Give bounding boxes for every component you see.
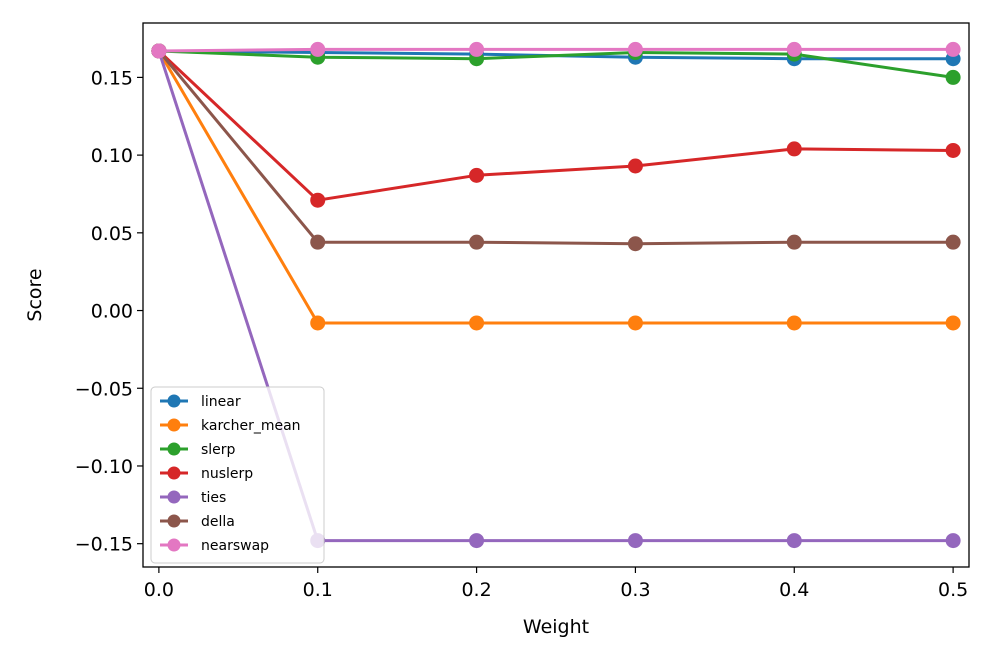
- legend-item-della: della: [160, 514, 235, 530]
- series-line: [158, 49, 954, 79]
- data-point: [469, 234, 485, 250]
- series-line: [157, 50, 954, 246]
- data-point: [469, 41, 485, 57]
- data-point: [627, 533, 643, 549]
- data-point: [310, 234, 326, 250]
- x-axis-ticks: 0.0 0.1 0.2 0.3 0.4 0.5: [144, 567, 968, 601]
- data-point: [786, 141, 802, 157]
- legend-label: della: [201, 514, 235, 530]
- data-point: [469, 533, 485, 549]
- data-point: [469, 315, 485, 331]
- y-axis-ticks: 0.15 0.10 0.05 0.00 −0.05 −0.10 −0.15: [75, 67, 143, 556]
- y-tick-label: 0.10: [91, 145, 133, 167]
- legend-marker: [167, 538, 181, 552]
- y-tick-label: −0.10: [75, 456, 133, 478]
- data-point: [469, 167, 485, 183]
- x-tick-label: 0.1: [303, 579, 333, 601]
- y-tick-label: −0.05: [75, 378, 133, 400]
- data-point: [786, 533, 802, 549]
- legend-label: slerp: [201, 442, 236, 458]
- y-tick-label: −0.15: [75, 534, 133, 556]
- series-line: [157, 50, 954, 325]
- series-layer: [151, 41, 961, 549]
- legend-item-slerp: slerp: [160, 442, 236, 458]
- data-point: [310, 192, 326, 208]
- legend-box: [150, 386, 325, 564]
- legend-label: ties: [201, 490, 226, 506]
- data-point: [310, 315, 326, 331]
- series-nearswap: [151, 41, 961, 59]
- data-point: [945, 41, 961, 57]
- series-line: [158, 47, 954, 53]
- data-point: [945, 142, 961, 158]
- x-tick-label: 0.3: [620, 579, 650, 601]
- plot-frame: [142, 22, 970, 568]
- legend-marker: [167, 394, 181, 408]
- y-tick-label: 0.15: [91, 67, 133, 89]
- x-tick-label: 0.2: [461, 579, 491, 601]
- y-axis-title: Score: [24, 268, 46, 321]
- data-point: [786, 234, 802, 250]
- x-axis-title: Weight: [523, 616, 589, 638]
- series-della: [151, 43, 961, 252]
- data-point: [945, 69, 961, 85]
- legend-item-nuslerp: nuslerp: [160, 466, 253, 482]
- legend-label: linear: [201, 394, 241, 410]
- series-nuslerp: [151, 43, 961, 208]
- legend-label: karcher_mean: [201, 418, 301, 434]
- data-point: [786, 315, 802, 331]
- legend-label: nearswap: [201, 538, 269, 554]
- legend-item-karcher-mean: karcher_mean: [160, 418, 301, 434]
- data-point: [786, 41, 802, 57]
- legend-label: nuslerp: [201, 466, 253, 482]
- series-line: [157, 49, 954, 202]
- data-point: [945, 234, 961, 250]
- legend-marker: [167, 514, 181, 528]
- legend-item-nearswap: nearswap: [160, 538, 269, 554]
- data-point: [310, 41, 326, 57]
- legend-item-linear: linear: [160, 394, 241, 410]
- data-point: [945, 533, 961, 549]
- x-tick-label: 0.4: [779, 579, 809, 601]
- data-point: [627, 41, 643, 57]
- data-point: [151, 43, 167, 59]
- y-tick-label: 0.00: [91, 301, 133, 323]
- legend-marker: [167, 442, 181, 456]
- data-point: [945, 315, 961, 331]
- x-tick-label: 0.5: [938, 579, 968, 601]
- x-tick-label: 0.0: [144, 579, 174, 601]
- legend-marker: [167, 466, 181, 480]
- data-point: [627, 236, 643, 252]
- data-point: [627, 158, 643, 174]
- legend-item-ties: ties: [160, 490, 226, 506]
- legend-marker: [167, 418, 181, 432]
- y-tick-label: 0.05: [91, 223, 133, 245]
- legend-marker: [167, 490, 181, 504]
- data-point: [627, 315, 643, 331]
